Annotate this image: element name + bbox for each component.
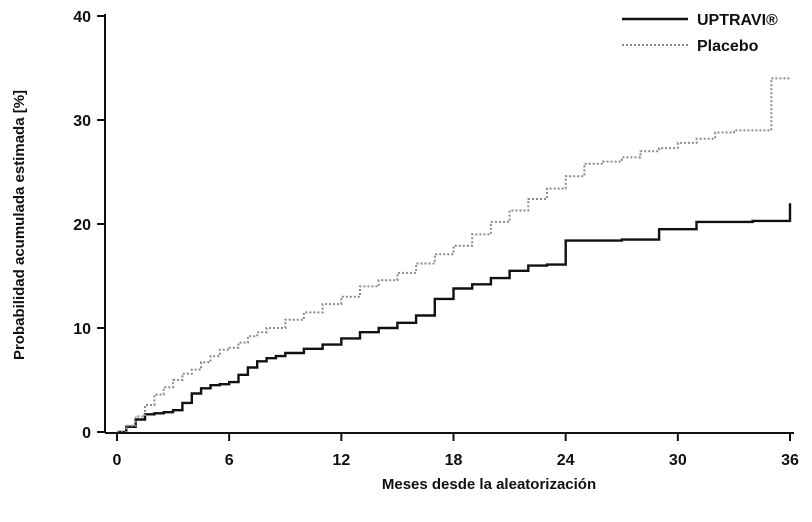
x-tick-label: 12 (332, 452, 350, 469)
y-tick-label: 20 (73, 217, 91, 234)
x-tick-label: 24 (557, 452, 575, 469)
x-tick-label: 18 (445, 452, 463, 469)
legend-label-uptravi: UPTRAVI® (697, 12, 778, 29)
series-line-placebo (117, 77, 790, 433)
series-line-uptravi (117, 203, 792, 434)
x-tick-label: 0 (113, 452, 122, 469)
y-tick-label: 10 (73, 321, 91, 338)
y-axis-ticks: 0 10 20 30 40 (73, 9, 105, 442)
x-axis-title: Meses desde la aleatorización (382, 476, 596, 493)
x-tick-label: 36 (781, 452, 799, 469)
x-axis-ticks: 0 6 12 18 24 30 36 (113, 433, 799, 469)
y-tick-label: 0 (82, 425, 91, 442)
series-lines (117, 77, 792, 434)
y-tick-label: 40 (73, 9, 91, 26)
x-tick-label: 30 (669, 452, 687, 469)
legend-label-placebo: Placebo (697, 38, 759, 55)
x-tick-label: 6 (225, 452, 234, 469)
y-axis-title: Probabilidad acumulada estimada [%] (11, 90, 28, 360)
y-tick-label: 30 (73, 113, 91, 130)
legend: UPTRAVI® Placebo (622, 12, 778, 55)
